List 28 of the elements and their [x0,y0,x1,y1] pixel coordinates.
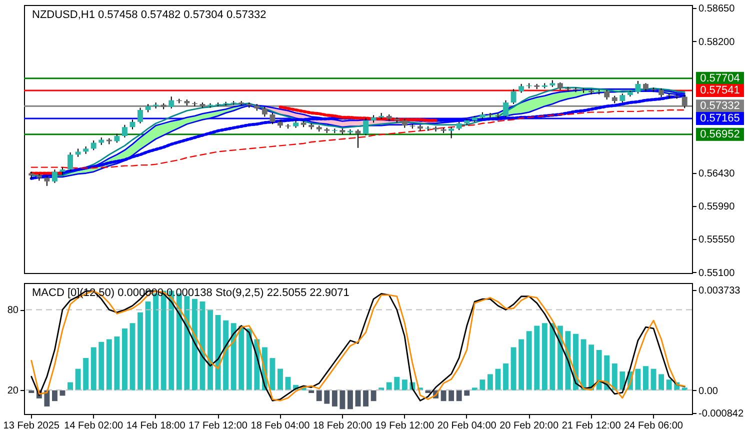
x-tick-label: 20 Feb 04:00 [437,420,497,430]
y-tick-label: 0.00 [698,386,718,397]
x-tick-label: 17 Feb 12:00 [188,420,248,430]
x-tick-label: 18 Feb 20:00 [312,420,372,430]
y-tick-label: 0.55550 [698,234,736,246]
x-tick-label: 14 Feb 02:00 [64,420,124,430]
x-tick-label: 19 Feb 12:00 [375,420,435,430]
y-tick-label: 0.55990 [698,202,736,212]
y-tick-label: 0.55100 [698,268,736,279]
y-tick-label: -0.000842 [698,408,744,420]
x-tick-label: 20 Feb 20:00 [500,420,559,430]
y-tick-label: 0.003733 [698,285,741,296]
ref-line-label: 0.56952 [700,128,740,140]
y-tick-label: 0.58200 [698,36,736,48]
ref-line-label: 0.57165 [700,112,740,125]
y2-tick-label: 80 [7,305,19,316]
x-tick-label: 24 Feb 06:00 [624,420,684,430]
x-tick-label: 21 Feb 12:00 [562,420,622,430]
x-tick-label: 18 Feb 04:00 [250,420,310,430]
chart-title: NZDUSD,H1 0.57458 0.57482 0.57304 0.57332 [32,9,266,21]
ref-line-label: 0.57541 [700,84,740,97]
ref-line-label: 0.57332 [700,100,740,112]
y-tick-label: 0.56430 [698,168,736,180]
x-tick-label: 14 Feb 18:00 [126,420,186,430]
ref-line-label: 0.57704 [700,72,740,84]
y2-tick-label: 20 [7,385,19,396]
x-tick-label: 13 Feb 2025 [3,420,60,430]
y-tick-label: 0.58650 [698,3,736,14]
